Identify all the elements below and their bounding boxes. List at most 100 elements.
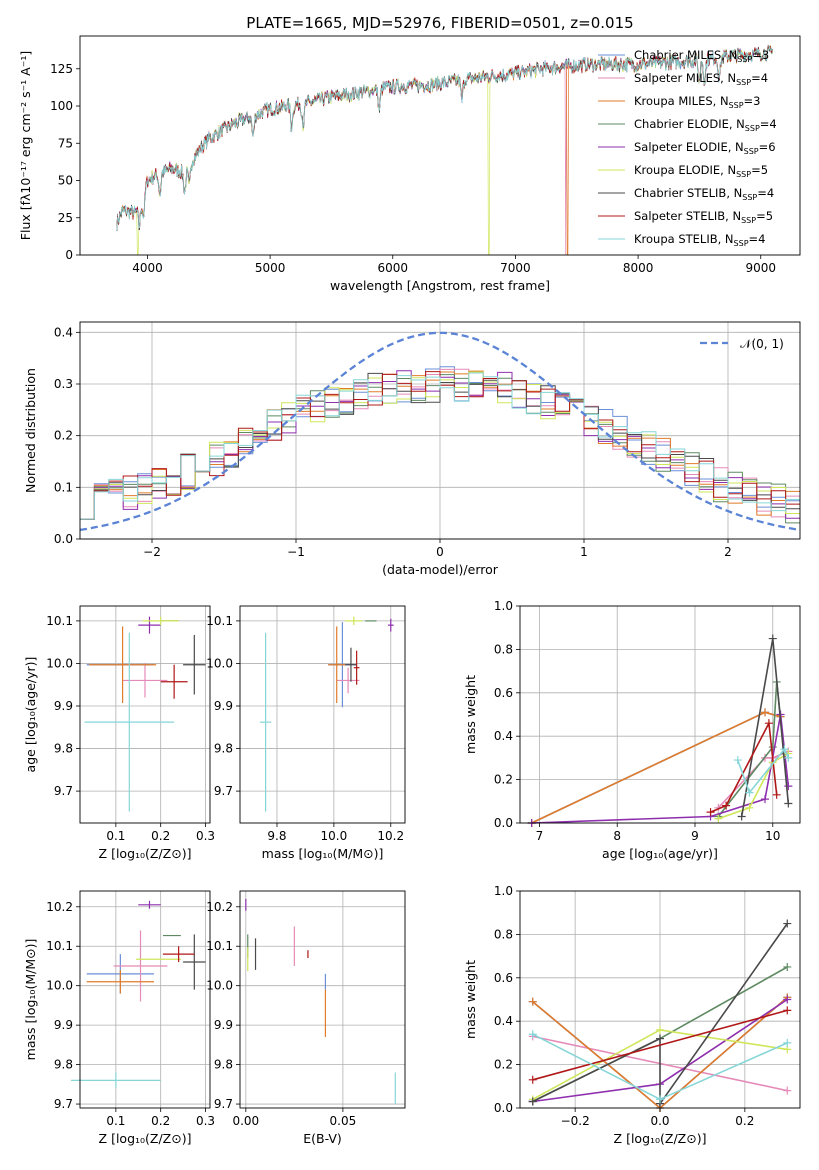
hist-kroupa-stelib: [80, 372, 800, 520]
legend-subscript: SSP: [729, 101, 744, 110]
x-axis-label: Z [log₁₀(Z/Z⊙)]: [99, 846, 192, 861]
errorbar-chabrier-stelib: [183, 634, 206, 695]
point-marker: [656, 1034, 664, 1043]
plot-area: [71, 900, 206, 1089]
y-tick-label: 1.0: [494, 884, 513, 898]
point-marker: [737, 812, 746, 821]
y-tick-label: 0.4: [494, 729, 513, 743]
x-tick-label: 4000: [132, 261, 163, 275]
axes: 9.8 10.0 10.2 9.7 9.8 9.9 10.0 10.1 mass [log₁₀(…: [206, 605, 406, 861]
x-tick-label: −1: [287, 545, 305, 559]
y-tick-label: 10.0: [46, 979, 73, 993]
y-axis-label: Normed distribution: [23, 368, 38, 493]
plot-area: [80, 331, 800, 532]
legend-label: Chabrier MILES, N: [634, 48, 737, 62]
x-tick-label: 9: [691, 829, 699, 843]
y-tick-label: 0.0: [494, 816, 513, 830]
x-tick-label: 9000: [745, 261, 776, 275]
point-marker: [784, 799, 793, 808]
y-axis-label: Flux [fλ10⁻¹⁷ erg cm⁻² s⁻¹ A⁻¹]: [18, 51, 33, 240]
series-line: [532, 923, 788, 1107]
point-marker: [784, 782, 793, 791]
panel-mass-vs-ebv: 0.00 0.05 9.7 9.8 9.9 10.0 10.1 10.2 E(B-V): [206, 890, 406, 1146]
series-kroupa-stelib: [733, 745, 793, 797]
point-marker: [528, 1075, 537, 1084]
x-tick-label: 0.1: [106, 1114, 125, 1128]
legend-subscript: SSP: [736, 170, 751, 179]
x-tick-label: 9.8: [267, 829, 286, 843]
x-tick-label: 10: [765, 829, 780, 843]
legend-entry: Salpeter ELODIE, NSSP=6: [634, 140, 776, 156]
point-marker: [656, 1095, 664, 1104]
series-salpeter-stelib: [528, 1006, 792, 1084]
errorbar-salpeter-miles: [122, 663, 168, 698]
errorbar-kroupa-miles: [88, 626, 157, 704]
y-tick-label: 9.9: [54, 1018, 73, 1032]
point-marker: [783, 1086, 792, 1095]
legend-entry: Salpeter MILES, NSSP=4: [634, 71, 768, 87]
y-tick-label: 9.7: [214, 784, 233, 798]
y-tick-label: 9.8: [54, 742, 73, 756]
legend-label: Chabrier STELIB, N: [634, 186, 742, 200]
x-tick-label: 7: [536, 829, 544, 843]
y-tick-label: 10.0: [206, 979, 233, 993]
axes-frame: [239, 890, 406, 1109]
point-marker: [745, 803, 754, 812]
errorbar-kroupa-stelib: [259, 632, 272, 812]
series-line: [710, 720, 778, 813]
y-tick-label: 0.8: [494, 927, 513, 941]
point-marker: [706, 808, 715, 817]
x-axis-label: (data-model)/error: [382, 562, 499, 577]
y-tick-label: 0.2: [494, 773, 513, 787]
x-tick-label: −0.2: [561, 1114, 590, 1128]
errorbar-salpeter-miles: [113, 930, 168, 1002]
x-axis-label: E(B-V): [303, 1131, 342, 1146]
x-tick-label: 5000: [255, 261, 286, 275]
point-marker: [761, 708, 769, 717]
legend-label: Kroupa ELODIE, N: [634, 163, 736, 177]
errorbar-chabrier-stelib: [345, 647, 357, 682]
axes-frame: [519, 605, 801, 824]
point-marker: [783, 995, 792, 1004]
spectrum-kroupa-stelib: [116, 45, 773, 231]
point-marker: [656, 1025, 664, 1034]
legend-label: Salpeter MILES, N: [634, 71, 736, 85]
x-tick-label: 0.2: [735, 1114, 754, 1128]
axes: 0.00 0.05 9.7 9.8 9.9 10.0 10.1 10.2 E(B-V): [206, 890, 406, 1146]
point-marker: [772, 790, 781, 799]
panel-mass-weight-vs-age: 7 8 9 10 0.0 0.2 0.4 0.6 0.8 1.0 age [log₁₀(age/yr…: [463, 599, 801, 861]
legend-subscript: SSP: [741, 216, 756, 225]
x-tick-label: 0.0: [650, 1114, 669, 1128]
y-tick-label: 125: [50, 62, 73, 76]
errorbar-salpeter-elodie: [138, 616, 161, 634]
plot-area: [528, 919, 792, 1112]
legend-entry: Kroupa STELIB, NSSP=4: [634, 232, 765, 248]
y-tick-label: 10.0: [46, 656, 73, 670]
axes-frame: [239, 605, 406, 824]
plot-area: [245, 898, 396, 1105]
x-axis-label: wavelength [Angstrom, rest frame]: [330, 278, 550, 293]
y-tick-label: 0.6: [494, 686, 513, 700]
axes: −2 −1 0 1 2 0.0 0.1 0.2 0.3 0.4 (data-model)/error…: [23, 321, 801, 577]
x-tick-label: 6000: [378, 261, 409, 275]
y-tick-label: 9.9: [214, 1018, 233, 1032]
legend-entry: Kroupa MILES, NSSP=3: [634, 94, 760, 110]
axes-frame: [79, 890, 211, 1109]
legend-count: =4: [757, 186, 774, 200]
plot-area: [527, 634, 793, 827]
x-tick-label: 10.0: [321, 829, 348, 843]
point-marker: [764, 719, 773, 728]
x-axis-label: age [log₁₀(age/yr)]: [602, 846, 718, 861]
legend-subscript: SSP: [736, 78, 751, 87]
y-axis-label: mass [log₁₀(M/M⊙)]: [23, 939, 38, 1061]
normal-legend: 𝒩(0, 1): [700, 337, 784, 351]
plot-area: [116, 44, 773, 255]
y-axis-label: mass weight: [463, 675, 478, 754]
series-line: [737, 747, 790, 795]
point-marker: [714, 814, 723, 823]
point-marker: [783, 919, 792, 928]
legend-label: Kroupa MILES, N: [634, 94, 729, 108]
y-tick-label: 9.8: [214, 742, 233, 756]
series-salpeter-elodie: [527, 710, 793, 827]
figure-title: PLATE=1665, MJD=52976, FIBERID=0501, z=0…: [246, 14, 633, 32]
